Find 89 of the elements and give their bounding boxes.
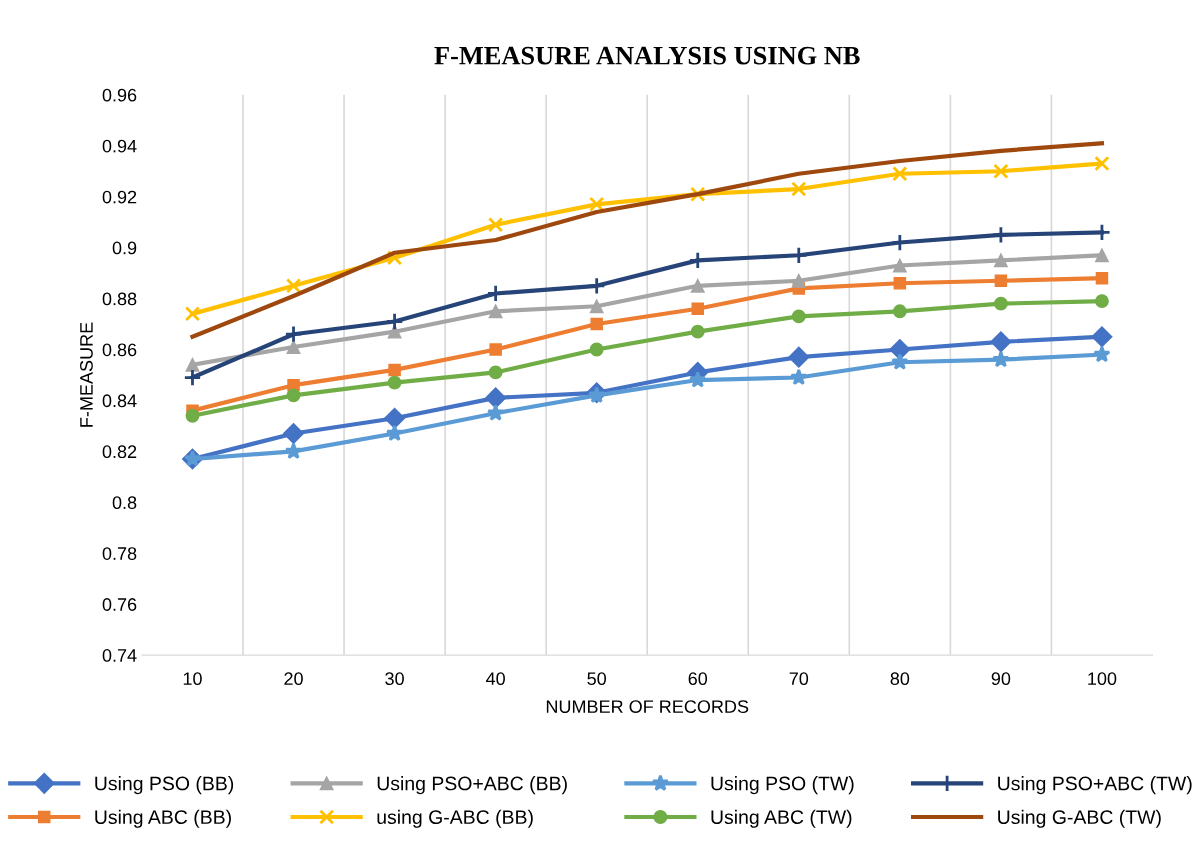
legend-label: Using PSO+ABC (TW) bbox=[998, 776, 1192, 795]
point bbox=[791, 181, 807, 197]
point bbox=[286, 388, 301, 403]
point bbox=[891, 353, 909, 370]
point bbox=[1095, 248, 1109, 263]
point bbox=[384, 407, 406, 429]
x-tick-label: 60 bbox=[688, 672, 708, 686]
point bbox=[893, 277, 907, 290]
x-tick-label: 50 bbox=[587, 672, 607, 686]
point bbox=[1091, 326, 1113, 348]
point bbox=[283, 423, 305, 445]
point bbox=[488, 217, 504, 233]
y-tick-label: 0.9 bbox=[112, 241, 137, 255]
y-tick-label: 0.78 bbox=[102, 547, 137, 560]
x-tick-label: 10 bbox=[183, 672, 202, 686]
point bbox=[485, 387, 507, 409]
y-tick-label: 0.96 bbox=[102, 88, 137, 102]
point bbox=[791, 309, 806, 324]
legend-label: Using PSO (TW) bbox=[711, 776, 854, 795]
point bbox=[790, 368, 808, 386]
point bbox=[285, 278, 302, 294]
point bbox=[286, 340, 301, 354]
point bbox=[1095, 271, 1109, 285]
y-tick-label: 0.82 bbox=[102, 445, 137, 459]
point bbox=[185, 357, 200, 372]
point bbox=[489, 343, 502, 356]
x-axis-title: NUMBER OF RECORDS bbox=[546, 700, 749, 713]
point bbox=[387, 375, 402, 390]
point bbox=[691, 302, 704, 316]
point bbox=[791, 273, 806, 288]
y-tick-label: 0.74 bbox=[102, 649, 137, 662]
point bbox=[486, 404, 505, 421]
legend-label: Using ABC (BB) bbox=[95, 809, 231, 828]
point bbox=[589, 342, 604, 357]
point bbox=[892, 304, 907, 319]
point bbox=[892, 166, 908, 182]
legend-label: Using PSO (BB) bbox=[95, 776, 234, 795]
point bbox=[992, 350, 1010, 368]
point bbox=[993, 253, 1008, 268]
point bbox=[589, 299, 604, 314]
y-axis-title: F-MEASURE bbox=[80, 322, 93, 427]
point bbox=[183, 368, 202, 387]
y-tick-label: 0.86 bbox=[102, 343, 137, 357]
point bbox=[385, 424, 404, 442]
x-tick-label: 40 bbox=[486, 672, 505, 686]
x-tick-label: 30 bbox=[385, 672, 404, 686]
y-tick-label: 0.76 bbox=[102, 598, 137, 611]
point bbox=[488, 365, 503, 380]
y-tick-label: 0.8 bbox=[112, 496, 137, 510]
point bbox=[184, 306, 201, 322]
x-tick-label: 90 bbox=[991, 672, 1011, 686]
point bbox=[589, 196, 605, 212]
line-series bbox=[190, 141, 1105, 339]
point bbox=[689, 371, 707, 388]
point bbox=[587, 276, 606, 295]
point bbox=[690, 324, 705, 339]
point bbox=[993, 163, 1009, 179]
y-tick-label: 0.88 bbox=[102, 292, 137, 306]
point bbox=[991, 225, 1010, 244]
point bbox=[993, 296, 1008, 311]
legend-label: Using ABC (TW) bbox=[711, 809, 852, 828]
legend-label: using G-ABC (BB) bbox=[377, 809, 533, 828]
point bbox=[892, 258, 907, 273]
point bbox=[994, 274, 1008, 287]
x-tick-label: 100 bbox=[1088, 672, 1117, 686]
point bbox=[590, 317, 603, 331]
point bbox=[1093, 345, 1111, 363]
point bbox=[1095, 294, 1109, 309]
point bbox=[990, 331, 1012, 353]
point bbox=[788, 346, 810, 368]
point bbox=[1094, 155, 1110, 172]
chart-title: F-MEASURE ANALYSIS USING NB bbox=[434, 46, 860, 65]
y-tick-label: 0.84 bbox=[102, 394, 137, 408]
legend-label: Using G-ABC (TW) bbox=[998, 809, 1161, 828]
point bbox=[488, 304, 503, 319]
point bbox=[690, 278, 705, 293]
point bbox=[284, 325, 303, 344]
x-tick-label: 80 bbox=[890, 672, 910, 686]
point bbox=[890, 233, 909, 252]
point bbox=[284, 442, 303, 459]
point bbox=[385, 312, 404, 331]
point bbox=[889, 338, 911, 361]
y-tick-label: 0.92 bbox=[102, 190, 137, 204]
point bbox=[185, 408, 200, 423]
legend-label: Using PSO+ABC (BB) bbox=[377, 776, 567, 795]
x-tick-label: 20 bbox=[284, 672, 303, 686]
point bbox=[388, 363, 401, 377]
x-tick-label: 70 bbox=[789, 672, 809, 686]
y-tick-label: 0.94 bbox=[102, 139, 137, 153]
